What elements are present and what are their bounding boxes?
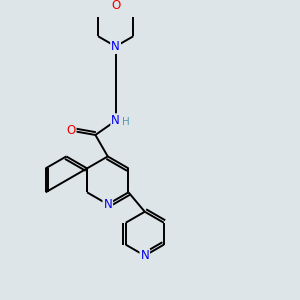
Text: O: O bbox=[66, 124, 76, 137]
Text: N: N bbox=[140, 249, 149, 262]
Text: N: N bbox=[111, 114, 120, 127]
Text: N: N bbox=[103, 198, 112, 211]
Text: N: N bbox=[111, 40, 120, 53]
Text: N: N bbox=[111, 40, 120, 53]
Text: O: O bbox=[111, 0, 120, 12]
Text: H: H bbox=[122, 117, 130, 127]
